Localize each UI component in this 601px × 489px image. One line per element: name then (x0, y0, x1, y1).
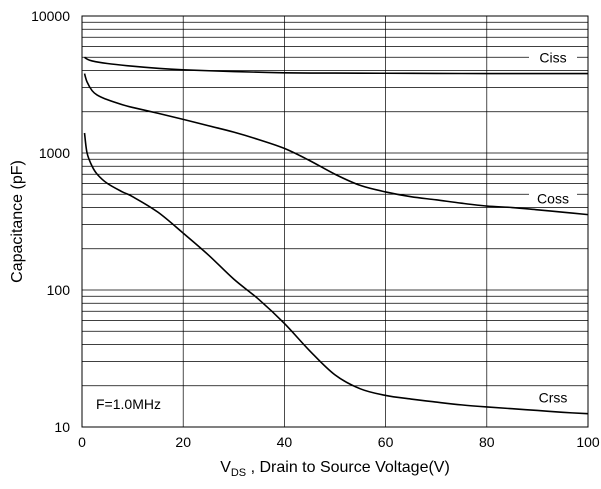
x-axis-title: VDS , Drain to Source Voltage(V) (220, 459, 450, 479)
x-tick-label: 0 (78, 434, 86, 450)
series-label-coss: Coss (537, 191, 569, 207)
x-tick-labels: 0 20 40 60 80 100 (78, 434, 600, 450)
frequency-annotation-group: F=1.0MHz (92, 394, 176, 415)
x-axis-title-subscript: DS (231, 467, 246, 479)
series-label-bg-ciss (529, 47, 577, 66)
x-tick-label: 60 (378, 434, 394, 450)
x-axis-title-rest: , Drain to Source Voltage(V) (246, 459, 450, 476)
plot-frame (81, 15, 589, 428)
series-line-ciss (84, 56, 588, 75)
x-tick-label: 100 (576, 434, 600, 450)
series-labels: Ciss Coss Crss (529, 47, 577, 406)
y-tick-label: 100 (47, 282, 71, 298)
series-label-bg-crss (529, 387, 577, 406)
frequency-annotation: F=1.0MHz (96, 396, 161, 412)
series-label-bg-coss (529, 188, 577, 207)
y-tick-label: 10000 (31, 8, 70, 24)
grid (82, 16, 588, 427)
series-line-crss (83, 132, 589, 415)
y-tick-label: 10 (54, 419, 70, 435)
y-tick-labels: 10 100 1000 10000 (31, 8, 70, 435)
y-axis-title: Capacitance (pF) (9, 160, 26, 283)
series-label-ciss: Ciss (539, 50, 566, 66)
y-tick-label: 1000 (39, 145, 70, 161)
series-line-coss (83, 73, 589, 216)
series-label-crss: Crss (539, 390, 568, 406)
x-tick-label: 20 (175, 434, 191, 450)
frequency-annotation-bg (92, 394, 176, 415)
x-tick-label: 40 (277, 434, 293, 450)
x-axis-title-main: V (220, 459, 231, 476)
x-tick-label: 80 (479, 434, 495, 450)
series-lines (83, 56, 589, 415)
